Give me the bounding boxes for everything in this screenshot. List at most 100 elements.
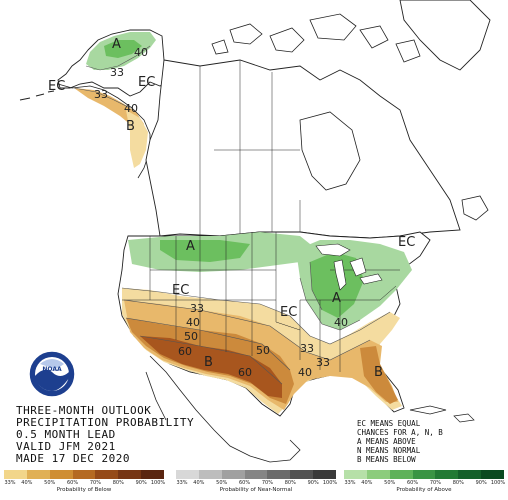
legend-normal-swatch [244,470,268,479]
label-conus-33-west: 33 [190,302,204,315]
label-conus-50-west: 50 [184,330,198,343]
label-ak-40-south: 40 [124,102,138,115]
legend-normal: 33% 40% 50% 60% 70% 80% 90% 100% Probability of… [176,470,338,500]
title-block: THREE-MONTH OUTLOOK PRECIPITATION PROBAB… [16,405,194,465]
arctic-islands [211,13,421,63]
legend-normal-tick: 50% [216,480,228,486]
legend-above-swatch [389,470,413,479]
title-line-2: PRECIPITATION PROBABILITY [16,416,195,429]
legend-above-swatch [435,470,459,479]
alaska-above-40-zone [104,40,142,58]
legend-normal-tick: 70% [261,480,273,486]
legend-below-swatch [26,470,50,479]
legend-above-swatches [344,470,504,479]
legend-below-tick: 33% [4,480,16,486]
ohio-valley-above-40-zone [310,252,364,318]
key-line-5: B MEANS BELOW [357,455,416,464]
noaa-logo-text: NOAA [42,366,62,373]
legend-above-tick: 40% [361,480,373,486]
title-line-4: VALID JFM 2021 [16,440,116,453]
legend-normal-swatch [313,470,336,479]
conus-region [117,231,475,463]
legend-below-tick: 80% [112,480,124,486]
legend-below-tick: 60% [67,480,79,486]
key-line-4: N MEANS NORMAL [357,446,421,455]
legend-below-tick: 70% [89,480,101,486]
alaska-panhandle-below [126,110,148,168]
probability-legend: 33% 40% 50% 60% 70% 80% 90% 100% Probability of… [0,470,508,500]
label-conus-40-west: 40 [186,316,200,329]
label-a-north-plains: A [186,239,195,254]
canada-province-lines [199,60,301,236]
legend-above-tick: 100% [490,480,506,486]
legend-below-swatch [49,470,73,479]
legend-normal-tick: 90% [307,480,319,486]
legend-above-tick: 50% [384,480,396,486]
label-ak-40-north: 40 [134,46,148,59]
label-conus-33-south: 33 [300,342,314,355]
noaa-logo: NOAA [28,350,76,398]
aleutian-islands [19,90,55,101]
legend-normal-tick: 60% [239,480,251,486]
legend-normal-swatches [176,470,336,479]
label-conus-50-central: 50 [256,344,270,357]
legend-normal-swatch [290,470,314,479]
map-labels: A B EC EC A A EC EC EC B B 40 33 40 33 3… [48,37,415,380]
label-b-southwest: B [204,355,213,370]
newfoundland [461,195,489,221]
legend-normal-tick: 33% [176,480,188,486]
canada-region [145,0,491,239]
label-ec-northeast: EC [398,235,415,250]
legend-normal-tick: 80% [284,480,296,486]
legend-normal-tick: 100% [322,480,338,486]
legend-normal-swatch [176,470,199,479]
legend-above-tick: 33% [344,480,356,486]
north-plains-above-40-zone [160,240,250,262]
title-line-5: MADE 17 DEC 2020 [16,452,130,465]
label-conus-40-south: 40 [298,366,312,379]
label-a-alaska: A [112,37,121,52]
hudson-bay [299,111,361,191]
label-b-florida: B [374,365,383,380]
legend-above-tick: 80% [452,480,464,486]
label-conus-60-west: 60 [178,345,192,358]
legend-normal-swatch [221,470,245,479]
legend-above-tick: 90% [475,480,487,486]
legend-above: 33% 40% 50% 60% 70% 80% 90% 100% Probability of… [344,470,506,500]
contour-lines [121,261,391,385]
label-ec-central: EC [280,305,297,320]
legend-below-swatch [4,470,27,479]
legend-below-tick: 50% [44,480,56,486]
southwest-below-60-zone [140,336,282,398]
label-ak-33-north: 33 [110,66,124,79]
label-ec-alaska-west: EC [48,79,65,94]
legend-above-swatch [344,470,367,479]
legend-above-tick: 70% [429,480,441,486]
legend-below-swatches [4,470,164,479]
legend-above-swatch [366,470,390,479]
legend-above-tick: 60% [407,480,419,486]
alaska-contour-40 [85,45,151,71]
legend-below-ticks: 33% 40% 50% 60% 70% 80% 90% 100% [4,479,166,487]
label-ec-alaska-central: EC [138,75,155,90]
key-line-1: EC MEANS EQUAL [357,419,421,428]
key-block: EC MEANS EQUAL CHANCES FOR A, N, B A MEA… [357,419,443,464]
legend-above-ticks: 33% 40% 50% 60% 70% 80% 90% 100% [344,479,506,487]
label-ec-west: EC [172,283,189,298]
north-america-map: A B EC EC A A EC EC EC B B 40 33 40 33 3… [19,0,491,463]
legend-below-tick: 100% [150,480,166,486]
legend-below-swatch [72,470,96,479]
legend-below: 33% 40% 50% 60% 70% 80% 90% 100% Probability of… [4,470,166,500]
alaska-contour-33 [73,87,131,109]
legend-below-tick: 90% [135,480,147,486]
mexico-outline [145,355,301,463]
label-a-ohio-valley: A [332,291,341,306]
label-b-alaska: B [126,119,135,134]
state-borders [122,232,400,372]
legend-above-caption: Probability of Above [396,487,452,493]
label-conus-60-texas: 60 [238,366,252,379]
legend-normal-swatch [267,470,291,479]
title-line-3: 0.5 MONTH LEAD [16,428,116,441]
label-ak-33-south: 33 [94,88,108,101]
